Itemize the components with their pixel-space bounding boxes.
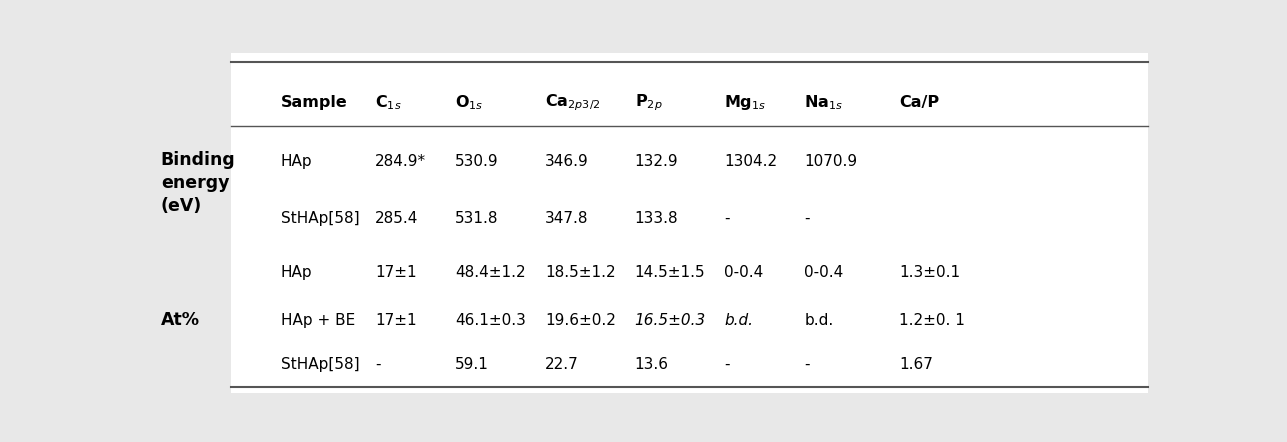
Text: 46.1±0.3: 46.1±0.3 <box>456 312 526 328</box>
Text: 285.4: 285.4 <box>376 210 418 225</box>
Text: StHAp[58]: StHAp[58] <box>281 210 359 225</box>
Text: 284.9*: 284.9* <box>376 154 426 169</box>
Text: b.d.: b.d. <box>804 312 834 328</box>
Text: -: - <box>804 357 810 372</box>
Text: 17±1: 17±1 <box>376 312 417 328</box>
Text: StHAp[58]: StHAp[58] <box>281 357 359 372</box>
Text: 14.5±1.5: 14.5±1.5 <box>634 265 705 280</box>
Text: 1.2±0. 1: 1.2±0. 1 <box>898 312 965 328</box>
Text: 13.6: 13.6 <box>634 357 669 372</box>
Text: 346.9: 346.9 <box>544 154 588 169</box>
Text: b.d.: b.d. <box>725 312 753 328</box>
Text: 0-0.4: 0-0.4 <box>804 265 843 280</box>
Text: Mg$_{1s}$: Mg$_{1s}$ <box>725 93 767 112</box>
Text: Sample: Sample <box>281 95 347 110</box>
Text: O$_{1s}$: O$_{1s}$ <box>456 93 484 112</box>
Text: 22.7: 22.7 <box>544 357 579 372</box>
Text: 132.9: 132.9 <box>634 154 678 169</box>
Text: 530.9: 530.9 <box>456 154 499 169</box>
Text: At%: At% <box>161 311 199 329</box>
Text: HAp: HAp <box>281 265 313 280</box>
Text: C$_{1s}$: C$_{1s}$ <box>376 93 402 112</box>
Text: 1070.9: 1070.9 <box>804 154 857 169</box>
Text: -: - <box>725 357 730 372</box>
Text: 1.67: 1.67 <box>898 357 933 372</box>
Text: P$_{2p}$: P$_{2p}$ <box>634 92 663 113</box>
Text: Binding
energy
(eV): Binding energy (eV) <box>161 151 236 215</box>
Text: -: - <box>376 357 381 372</box>
Text: -: - <box>725 210 730 225</box>
Text: 1.3±0.1: 1.3±0.1 <box>898 265 960 280</box>
Text: Ca/P: Ca/P <box>898 95 940 110</box>
Text: 17±1: 17±1 <box>376 265 417 280</box>
Text: Na$_{1s}$: Na$_{1s}$ <box>804 93 843 112</box>
Text: 18.5±1.2: 18.5±1.2 <box>544 265 615 280</box>
Text: Ca$_{2p3/2}$: Ca$_{2p3/2}$ <box>544 92 600 113</box>
Text: 1304.2: 1304.2 <box>725 154 777 169</box>
Text: 0-0.4: 0-0.4 <box>725 265 763 280</box>
Text: 48.4±1.2: 48.4±1.2 <box>456 265 526 280</box>
Text: HAp: HAp <box>281 154 313 169</box>
Text: -: - <box>804 210 810 225</box>
Text: 347.8: 347.8 <box>544 210 588 225</box>
Text: 531.8: 531.8 <box>456 210 498 225</box>
Text: 59.1: 59.1 <box>456 357 489 372</box>
Text: 133.8: 133.8 <box>634 210 678 225</box>
Text: HAp + BE: HAp + BE <box>281 312 355 328</box>
Text: 16.5±0.3: 16.5±0.3 <box>634 312 705 328</box>
Text: 19.6±0.2: 19.6±0.2 <box>544 312 615 328</box>
